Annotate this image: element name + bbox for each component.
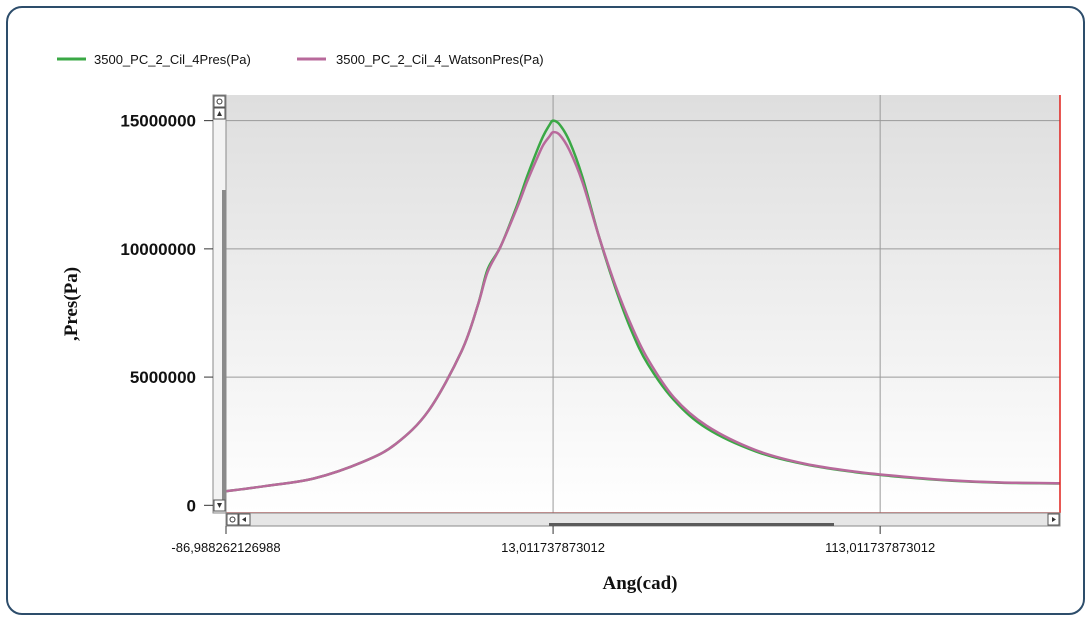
v-scroll-reset-button[interactable]	[213, 95, 226, 108]
x-tick-label: -86,988262126988	[171, 540, 280, 555]
y-axis-title: ,Pres(Pa)	[61, 267, 82, 341]
arrow-down-icon	[217, 503, 222, 508]
reset-zoom-x-icon	[229, 516, 236, 523]
x-axis-title: Ang(cad)	[603, 573, 678, 594]
grid-lines	[226, 95, 1060, 513]
y-tick-label: 15000000	[120, 112, 196, 131]
y-tick-label: 0	[187, 496, 196, 515]
x-ticks: -86,988262126988 13,011737873012 113,01173…	[171, 526, 935, 555]
x-tick-label: 113,011737873012	[825, 540, 935, 555]
legend: 3500_PC_2_Cil_4Pres(Pa) 3500_PC_2_Cil_4_…	[57, 52, 544, 67]
y-ticks: 0 5000000 10000000 15000000	[120, 112, 213, 515]
y-tick-label: 5000000	[130, 368, 196, 387]
legend-label-0: 3500_PC_2_Cil_4Pres(Pa)	[94, 52, 251, 67]
horizontal-scrollbar[interactable]	[225, 512, 1061, 527]
plot-area	[226, 95, 1060, 513]
v-scroll-thumb[interactable]	[222, 190, 226, 510]
h-scroll-thumb[interactable]	[549, 523, 834, 526]
series-lines	[225, 119, 1061, 493]
reset-zoom-icon	[216, 98, 223, 105]
x-tick-label: 13,011737873012	[501, 540, 605, 555]
vertical-scrollbar[interactable]	[212, 94, 227, 514]
arrow-right-icon	[1052, 517, 1056, 522]
h-scroll-reset-button[interactable]	[226, 513, 239, 526]
arrow-left-icon	[242, 517, 246, 522]
legend-label-1: 3500_PC_2_Cil_4_WatsonPres(Pa)	[336, 52, 544, 67]
series-line-1	[225, 130, 1061, 493]
arrow-up-icon	[217, 111, 222, 116]
y-tick-label: 10000000	[120, 240, 196, 259]
